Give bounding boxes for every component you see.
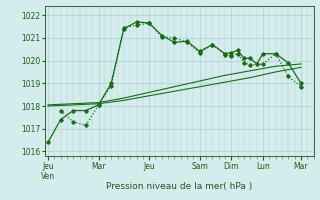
X-axis label: Pression niveau de la mer( hPa ): Pression niveau de la mer( hPa ) (106, 182, 252, 191)
